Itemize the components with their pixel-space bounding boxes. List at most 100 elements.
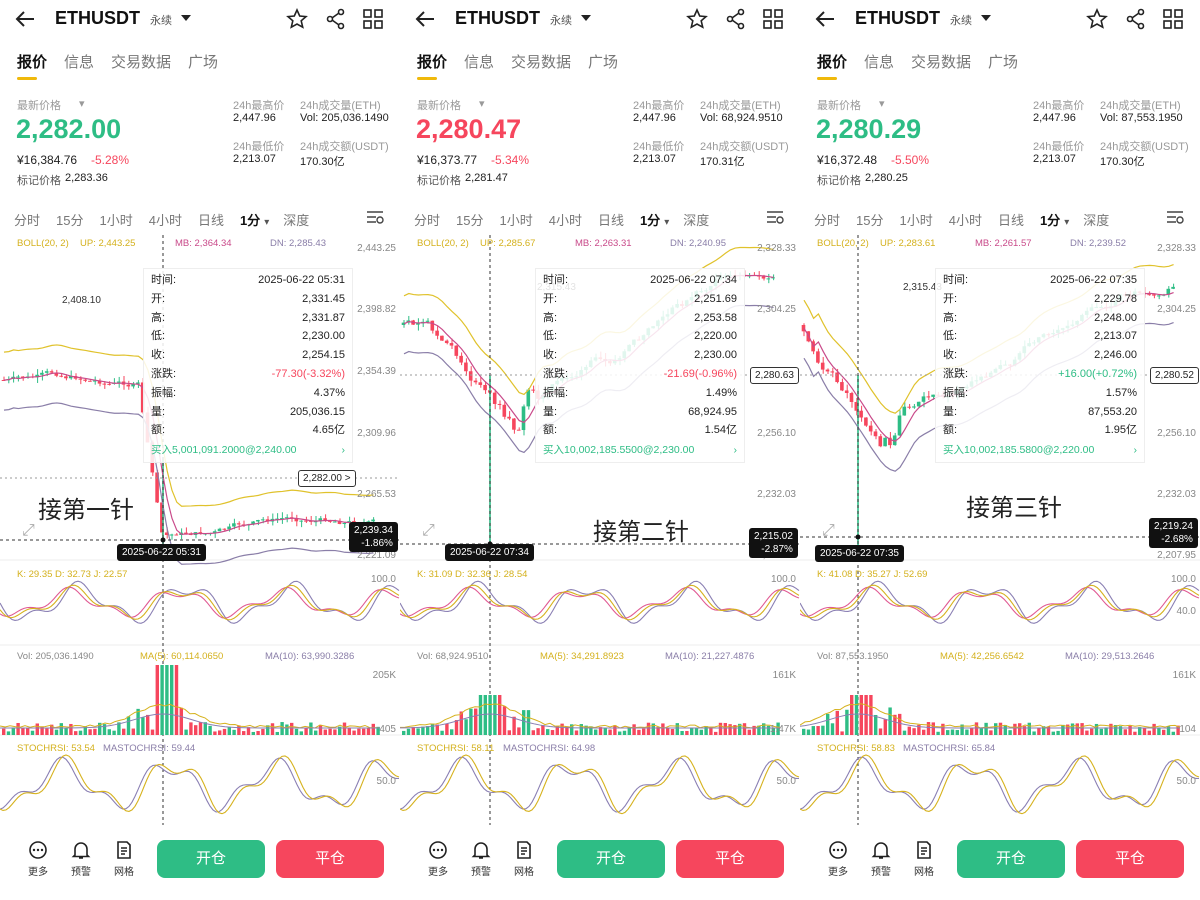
tf-1d[interactable]: 日线 (197, 213, 224, 228)
more-button[interactable]: 更多 (420, 840, 456, 878)
chevron-down-icon[interactable] (580, 13, 592, 23)
tab-trade-data[interactable]: 交易数据 (511, 54, 572, 71)
tf-4h[interactable]: 4小时 (548, 213, 582, 228)
tab-info[interactable]: 信息 (864, 54, 895, 71)
expand-icon[interactable]: ⤢ (422, 522, 435, 539)
tf-1h[interactable]: 1小时 (899, 213, 933, 228)
tab-info[interactable]: 信息 (64, 54, 95, 71)
boll-dn: DN: 2,285.43 (270, 238, 326, 249)
settings-icon[interactable] (366, 210, 384, 224)
tf-1m[interactable]: 1分 (1039, 213, 1061, 228)
expand-icon[interactable]: ⤢ (22, 522, 35, 539)
grid-bot-button[interactable]: 网格 (506, 840, 542, 878)
volume-bar (850, 695, 854, 735)
tf-4h[interactable]: 4小时 (948, 213, 982, 228)
tf-15m[interactable]: 15分 (56, 213, 84, 228)
settings-icon[interactable] (1166, 210, 1184, 224)
tf-1d[interactable]: 日线 (597, 213, 624, 228)
open-position-button[interactable]: 开仓 (157, 840, 265, 878)
alert-button[interactable]: 预警 (63, 840, 99, 878)
grid-icon[interactable] (763, 9, 783, 29)
settings-icon[interactable] (766, 210, 784, 224)
grid-bot-button[interactable]: 网格 (106, 840, 142, 878)
y-tick: 2,256.10 (1157, 428, 1196, 439)
chevron-down-icon[interactable] (180, 13, 192, 23)
tf-dropdown-icon[interactable]: ▾ (664, 217, 670, 228)
more-button[interactable]: 更多 (20, 840, 56, 878)
star-icon[interactable] (1086, 8, 1108, 30)
triangle-down-icon[interactable]: ▾ (79, 98, 85, 110)
symbol-title[interactable]: ETHUSDT (855, 8, 940, 28)
triangle-down-icon[interactable]: ▾ (479, 98, 485, 110)
grid-bot-button[interactable]: 网格 (906, 840, 942, 878)
candle-body (435, 330, 439, 336)
y-tick: 2,443.25 (357, 243, 396, 254)
tab-square[interactable]: 广场 (588, 54, 619, 71)
tf-1h[interactable]: 1小时 (99, 213, 133, 228)
volume-bar (155, 665, 159, 735)
tf-1d[interactable]: 日线 (997, 213, 1024, 228)
tip-open: 2,251.69 (694, 292, 737, 305)
tab-quote[interactable]: 报价 (17, 54, 48, 71)
y-tick: 2,221.09 (357, 550, 396, 561)
tab-trade-data[interactable]: 交易数据 (111, 54, 172, 71)
tf-line[interactable]: 分时 (14, 213, 41, 228)
close-position-button[interactable]: 平仓 (276, 840, 384, 878)
tf-depth[interactable]: 深度 (1083, 213, 1110, 228)
candle-body (492, 392, 497, 404)
expand-icon[interactable]: ⤢ (822, 522, 835, 539)
tf-4h[interactable]: 4小时 (148, 213, 182, 228)
alert-button[interactable]: 预警 (863, 840, 899, 878)
tf-dropdown-icon[interactable]: ▾ (1064, 217, 1070, 228)
tf-1m[interactable]: 1分 (239, 213, 261, 228)
tab-quote[interactable]: 报价 (417, 54, 448, 71)
tf-15m[interactable]: 15分 (456, 213, 484, 228)
kline-chart[interactable] (0, 235, 400, 825)
tf-15m[interactable]: 15分 (856, 213, 884, 228)
open-position-button[interactable]: 开仓 (957, 840, 1065, 878)
tab-info[interactable]: 信息 (464, 54, 495, 71)
tab-trade-data[interactable]: 交易数据 (911, 54, 972, 71)
symbol-title[interactable]: ETHUSDT (55, 8, 140, 28)
symbol-title[interactable]: ETHUSDT (455, 8, 540, 28)
current-price-tag[interactable]: 2,280.52 (1150, 367, 1199, 384)
candle-body (1171, 286, 1175, 289)
back-arrow-icon[interactable] (414, 9, 436, 29)
close-position-button[interactable]: 平仓 (676, 840, 784, 878)
star-icon[interactable] (286, 8, 308, 30)
tf-1h[interactable]: 1小时 (499, 213, 533, 228)
current-price-tag[interactable]: 2,280.63 (750, 367, 799, 384)
tab-square[interactable]: 广场 (988, 54, 1019, 71)
tip-amount: 1.54亿 (704, 424, 737, 437)
current-price-tag[interactable]: 2,282.00 > (298, 470, 356, 487)
grid-icon[interactable] (363, 9, 383, 29)
star-icon[interactable] (686, 8, 708, 30)
alert-button[interactable]: 预警 (463, 840, 499, 878)
chevron-down-icon[interactable] (980, 13, 992, 23)
share-icon[interactable] (725, 8, 747, 30)
back-arrow-icon[interactable] (814, 9, 836, 29)
candle-body (859, 410, 863, 418)
tf-line[interactable]: 分时 (414, 213, 441, 228)
more-button[interactable]: 更多 (820, 840, 856, 878)
tf-depth[interactable]: 深度 (283, 213, 310, 228)
candle-body (236, 523, 241, 525)
volume-bar (550, 730, 555, 735)
close-position-button[interactable]: 平仓 (1076, 840, 1184, 878)
triangle-down-icon[interactable]: ▾ (879, 98, 885, 110)
tf-1m[interactable]: 1分 (639, 213, 661, 228)
open-position-button[interactable]: 开仓 (557, 840, 665, 878)
tab-quote[interactable]: 报价 (817, 54, 848, 71)
grid-icon[interactable] (1163, 9, 1183, 29)
volume-bar (430, 723, 435, 735)
back-arrow-icon[interactable] (14, 9, 36, 29)
tf-line[interactable]: 分时 (814, 213, 841, 228)
tf-dropdown-icon[interactable]: ▾ (264, 217, 270, 228)
y-tick: 2,256.10 (757, 428, 796, 439)
boll-up: UP: 2,285.67 (480, 238, 536, 249)
tab-square[interactable]: 广场 (188, 54, 219, 71)
volume-bar (979, 728, 983, 735)
tf-depth[interactable]: 深度 (683, 213, 710, 228)
share-icon[interactable] (1125, 8, 1147, 30)
share-icon[interactable] (325, 8, 347, 30)
